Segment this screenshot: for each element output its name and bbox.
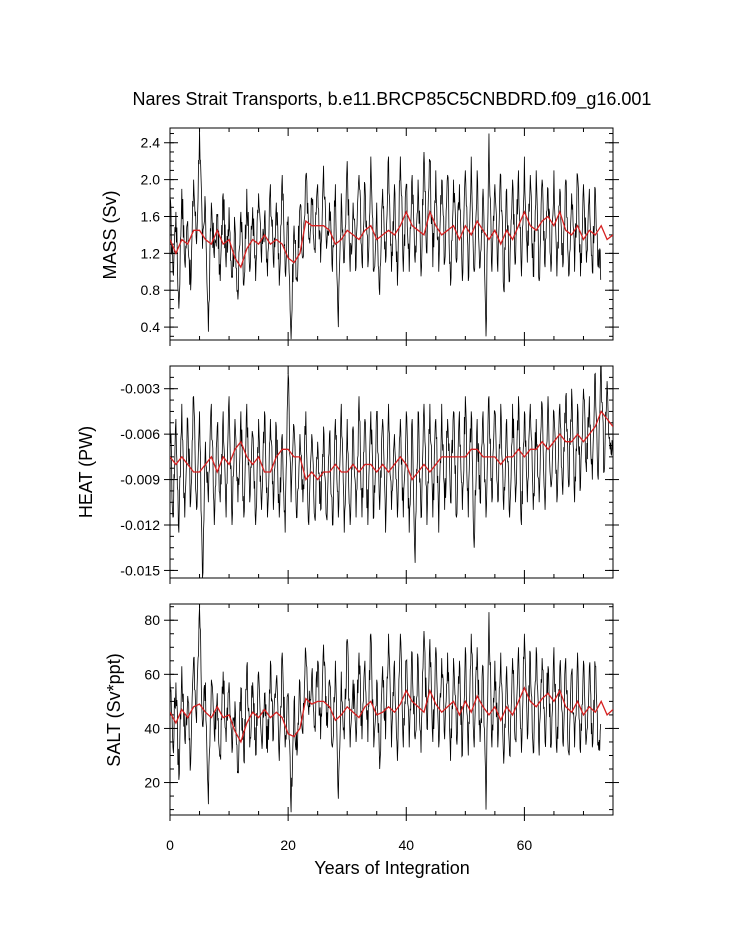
mass-y-tick-label: 0.8 [141,282,161,298]
mass-raw-series-line [170,128,602,340]
mass-y-tick-label: 1.6 [141,208,161,224]
salt-x-tick-label: 60 [517,837,533,853]
salt-x-tick-label: 20 [280,837,296,853]
x-axis-label: Years of Integration [314,858,469,878]
salt-ylabel: SALT (Sv*ppt) [104,653,124,766]
mass-plot-frame [169,127,614,341]
heat-plot-frame [169,365,614,579]
salt-y-tick-label: 80 [144,612,160,628]
mass-y-tick-label: 2.0 [141,172,161,188]
mass-y-tick-label: 1.2 [141,245,161,261]
salt-x-tick-label: 0 [166,837,174,853]
heat-y-tick-label: -0.015 [120,562,160,578]
heat-smoothed-series-line [170,410,613,482]
mass-ylabel: MASS (Sv) [100,190,120,279]
mass-smoothed-series-line [170,209,613,269]
salt-smoothed-series-line [170,686,613,744]
mass-panel: MASS (Sv) 0.4 0.8 1.2 1.6 2.0 2.4 [100,127,619,346]
chart-title: Nares Strait Transports, b.e11.BRCP85C5C… [133,89,652,110]
salt-panel: SALT (Sv*ppt) 20 40 60 80 0 20 40 60 [104,603,619,853]
salt-y-tick-label: 20 [144,775,160,791]
salt-x-tick-label: 40 [398,837,414,853]
heat-y-tick-label: -0.012 [120,517,160,533]
mass-y-tick-label: 2.4 [141,135,161,151]
heat-y-tick-label: -0.006 [120,426,160,442]
mass-y-tick-label: 0.4 [141,319,161,335]
salt-y-tick-label: 40 [144,720,160,736]
salt-raw-series-line [170,606,602,813]
heat-raw-series-line [170,366,613,578]
heat-ylabel: HEAT (PW) [76,426,96,518]
salt-y-tick-label: 60 [144,666,160,682]
heat-panel: HEAT (PW) -0.015 -0.012 -0.009 -0.006 -0.003 [76,365,619,584]
heat-y-tick-label: -0.003 [120,381,160,397]
heat-y-tick-label: -0.009 [120,472,160,488]
